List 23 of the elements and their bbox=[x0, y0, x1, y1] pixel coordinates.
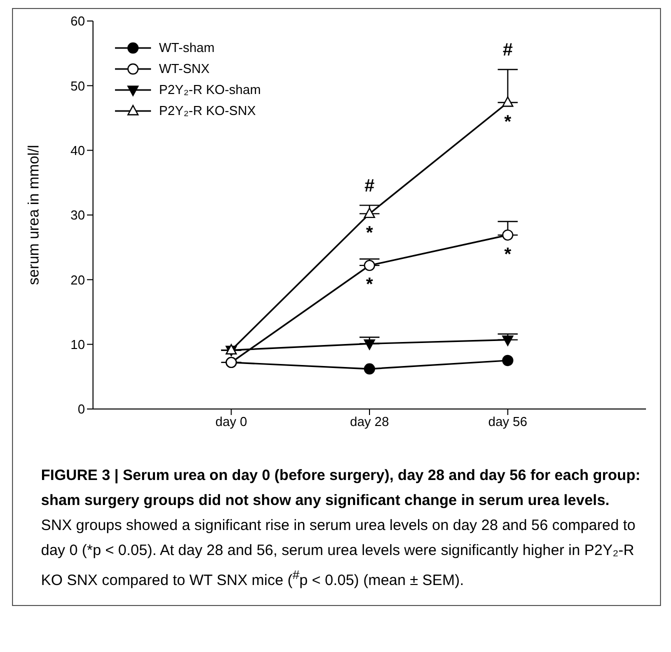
legend-label: WT-SNX bbox=[159, 61, 210, 76]
annotation: * bbox=[504, 244, 512, 264]
legend-label: WT-sham bbox=[159, 40, 215, 55]
annotation: # bbox=[364, 175, 375, 196]
annotation: * bbox=[366, 274, 374, 294]
legend-label: P2Y₂-R KO-sham bbox=[159, 82, 261, 97]
x-tick-label: day 28 bbox=[350, 414, 390, 430]
annotation: # bbox=[502, 40, 513, 60]
y-tick-label: 20 bbox=[70, 272, 85, 288]
y-tick-label: 10 bbox=[70, 336, 85, 352]
text: SNX groups showed a significant rise in serum urea levels on day 28 and 56 compared to day 0 (*p < 0.05). At day 28 and 56, serum urea levels were significantly higher in P2Y₂-R KO SNX compared to WT SNX mice ($^{#}$p < 0.05) (mean ± SEM). bbox=[41, 517, 636, 589]
y-tick-label: 30 bbox=[70, 208, 85, 223]
annotation: * bbox=[366, 222, 374, 242]
y-tick-label: 60 bbox=[70, 14, 85, 29]
legend-label: P2Y₂-R KO-SNX bbox=[159, 103, 256, 118]
y-tick-label: 0 bbox=[78, 402, 85, 417]
x-tick-label: day 56 bbox=[488, 414, 528, 430]
text: FIGURE 3 | Serum urea on day 0 (before surgery), day 28 and day 56 for each group: sham surgery groups did not show any significant change in serum urea levels. bbox=[41, 467, 640, 509]
y-tick-label: 50 bbox=[70, 78, 85, 94]
x-tick-label: day 0 bbox=[215, 414, 248, 430]
y-axis-title: serum urea in mmol/l bbox=[25, 144, 42, 286]
y-tick-label: 40 bbox=[70, 142, 85, 158]
annotation: * bbox=[504, 111, 512, 132]
